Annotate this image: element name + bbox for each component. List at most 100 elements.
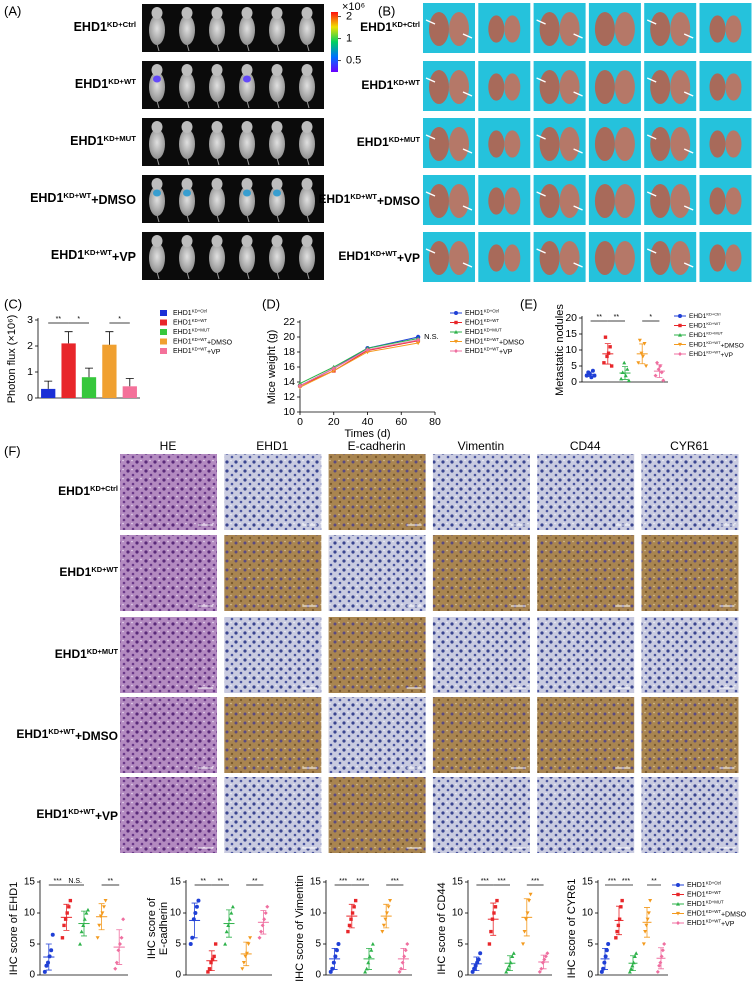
point (454, 349, 458, 353)
lung-photo (699, 118, 752, 168)
ihc-image (537, 777, 635, 853)
point (260, 923, 265, 928)
point (103, 899, 108, 903)
lung-lobe (449, 241, 469, 275)
mouse (209, 72, 225, 102)
point (623, 373, 628, 378)
name-sup: KD+Ctrl (706, 311, 720, 316)
mouse-head (151, 178, 163, 190)
point (678, 314, 682, 318)
ihc-image (224, 777, 322, 853)
series-line (299, 339, 419, 387)
significance-label: ** (651, 878, 657, 885)
mouse-tail (186, 100, 190, 109)
mouse-head (181, 178, 193, 190)
lung-lobe (488, 15, 505, 43)
arrow (462, 33, 473, 39)
name-sup: KD+WT (484, 318, 500, 323)
stain-header: CYR61 (670, 439, 709, 453)
significance-label: * (77, 316, 80, 323)
y-tick-label: 15 (310, 877, 322, 888)
row-label: EHD1KD+Ctrl (74, 20, 136, 34)
mouse-head (181, 64, 193, 76)
mouse-tail (306, 100, 310, 109)
signal (183, 189, 191, 197)
arrow (646, 248, 657, 254)
name-sup: KD+Ctrl (192, 308, 207, 313)
point (402, 954, 407, 959)
mouse-tail (246, 43, 250, 52)
name-base: EHD1 (687, 920, 706, 927)
mouse-tail (276, 43, 280, 52)
lung-lobe (614, 12, 635, 46)
lung-lobe (539, 184, 560, 218)
x-tick-label: 80 (429, 416, 441, 428)
point (366, 960, 371, 965)
row-label: EHD1KD+WT (361, 78, 420, 92)
point (525, 911, 530, 915)
name-sup: KD+Ctrl (484, 308, 499, 313)
ihc-image (120, 617, 217, 693)
y-tick-label: 20 (565, 312, 577, 324)
point (380, 930, 385, 934)
name-base: EHD1 (173, 338, 192, 345)
point (349, 917, 353, 921)
ihc-image (120, 454, 217, 530)
name-base: EHD1 (687, 901, 706, 908)
name-base: EHD1 (465, 319, 484, 326)
mouse-tail (306, 157, 310, 166)
point (117, 942, 122, 946)
point (609, 364, 614, 368)
legend-label: EHD1KD+Ctrl (173, 308, 207, 316)
mouse (209, 186, 225, 216)
sd-bar (507, 955, 513, 972)
lung-lobe (559, 184, 580, 218)
arrow (425, 191, 436, 197)
point (604, 948, 609, 953)
significance-label: *** (622, 878, 630, 885)
panel-label: (E) (520, 296, 537, 311)
point (370, 942, 375, 946)
point (616, 923, 621, 928)
lung-lobe (488, 130, 505, 158)
mouse-head (241, 121, 253, 133)
name-suffix: +VP (499, 349, 513, 356)
arrow (425, 19, 436, 25)
point (365, 350, 370, 355)
ivis-image (142, 61, 324, 109)
sd-bar (81, 910, 87, 937)
ihc-image (328, 617, 426, 693)
mouse-tail (186, 271, 190, 280)
sd-bar (116, 929, 123, 965)
name-sup: KD+MUT (103, 134, 136, 143)
sd-bar (63, 903, 70, 931)
panel-label: (B) (378, 3, 395, 18)
mouse (269, 15, 285, 45)
row-label: EHD1KD+WT+VP (51, 248, 136, 264)
mouse-head (151, 121, 163, 133)
mouse-tail (246, 100, 250, 109)
mouse (149, 243, 165, 273)
mouse-tail (216, 43, 220, 52)
sd-bar (658, 947, 664, 970)
name-suffix: +VP (721, 352, 733, 359)
row-label: EHD1KD+WT+DMSO (16, 727, 118, 743)
point (114, 960, 119, 965)
ihc-image (641, 535, 739, 611)
name-sup: KD+MUT (706, 899, 724, 904)
mouse (269, 72, 285, 102)
point (627, 969, 632, 974)
mouse-tail (156, 100, 160, 109)
point (655, 360, 660, 365)
point (619, 905, 623, 909)
point (653, 373, 658, 378)
row-label: EHD1KD+WT (59, 565, 118, 579)
legend-label: EHD1KD+WT (687, 890, 721, 898)
point (615, 929, 619, 934)
lung-lobe (725, 244, 742, 272)
name-sup: KD+WT (706, 321, 721, 326)
point (65, 911, 69, 915)
point (602, 960, 607, 965)
lung-lobe (614, 241, 635, 275)
name-base: EHD1 (74, 20, 107, 34)
